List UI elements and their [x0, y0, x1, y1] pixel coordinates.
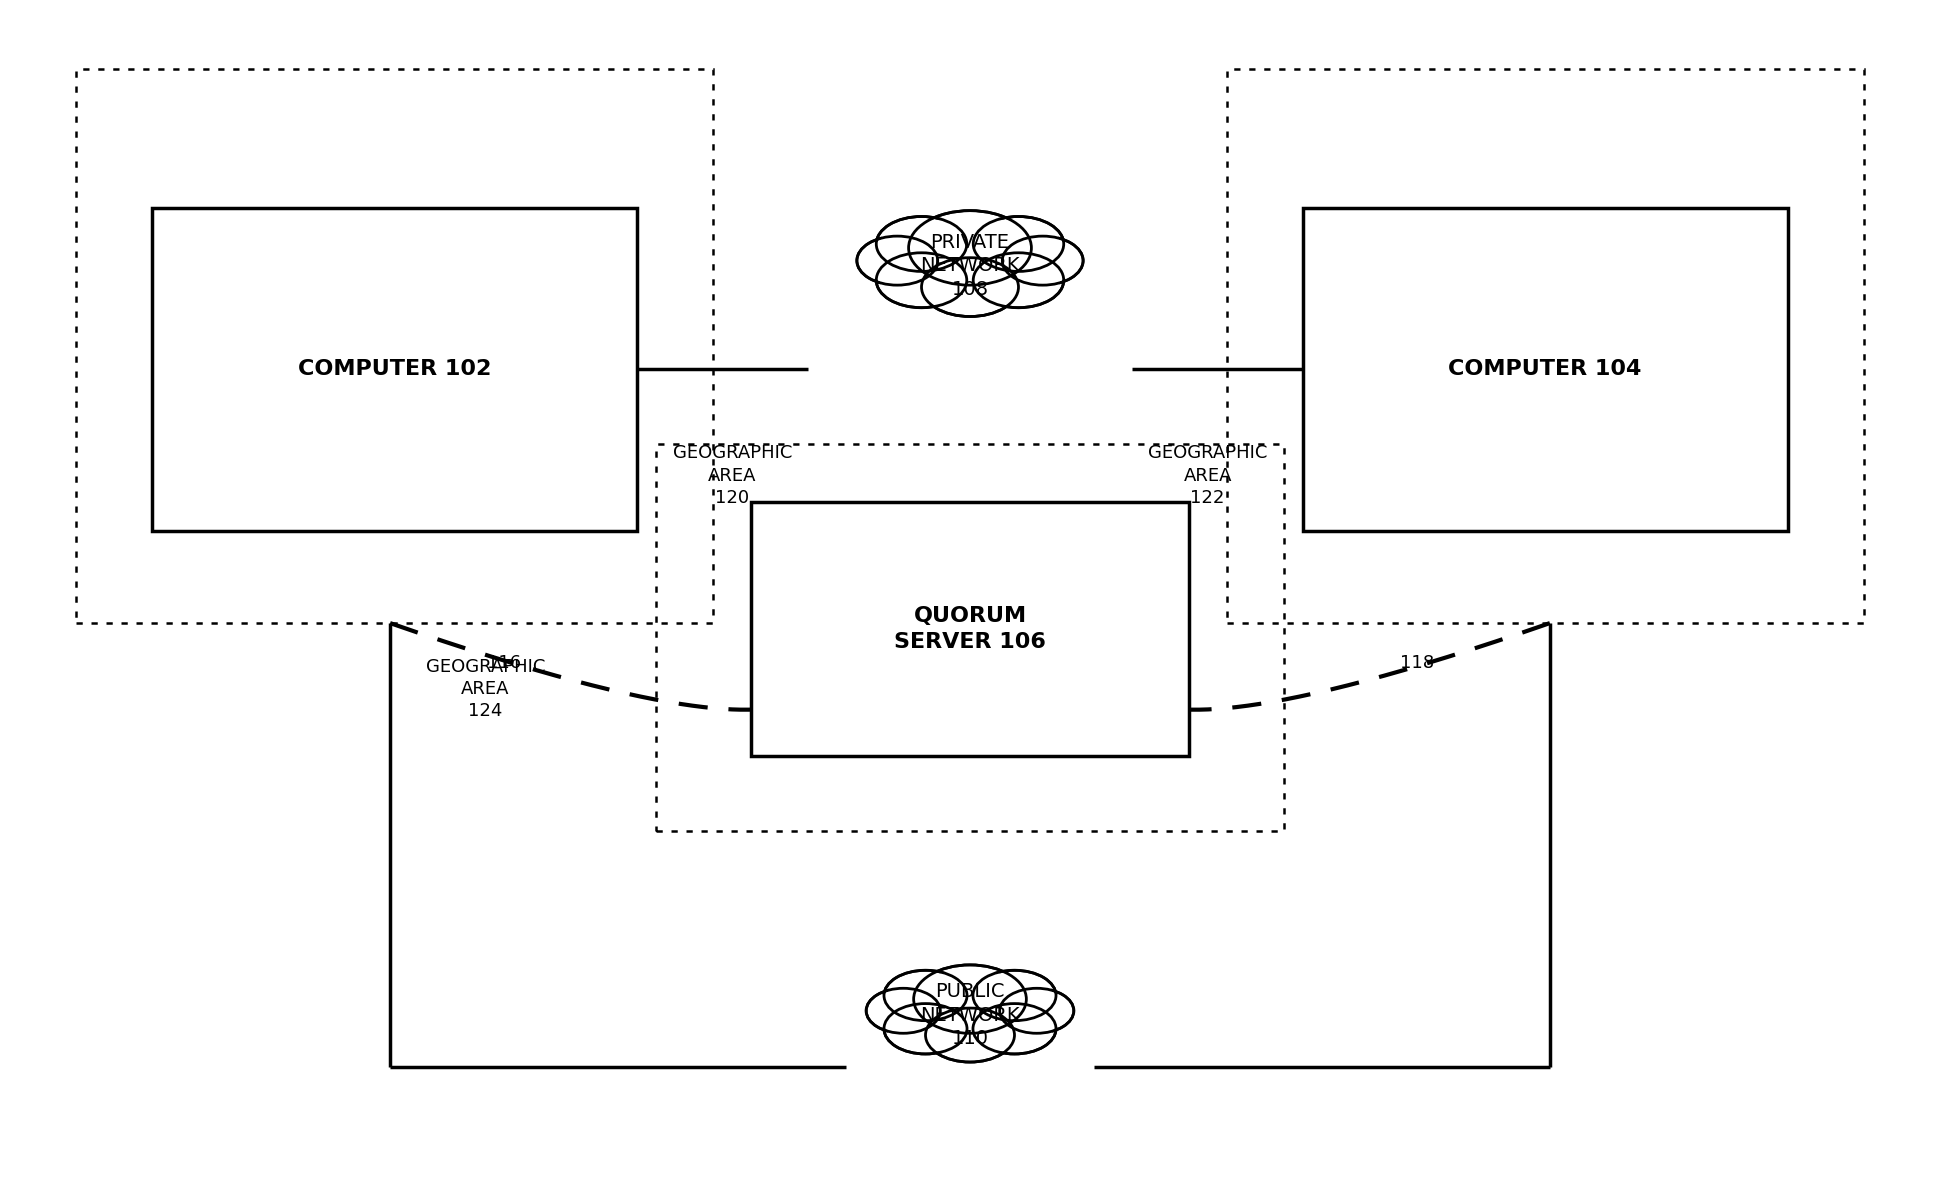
Circle shape: [975, 1005, 1053, 1052]
Text: GEOGRAPHIC
AREA
124: GEOGRAPHIC AREA 124: [425, 658, 545, 720]
Text: PUBLIC
NETWORK
110: PUBLIC NETWORK 110: [919, 983, 1020, 1049]
Bar: [1303, 208, 1786, 531]
Circle shape: [1002, 237, 1082, 285]
Circle shape: [880, 219, 962, 270]
Circle shape: [857, 237, 937, 285]
Circle shape: [1002, 990, 1070, 1031]
Circle shape: [884, 1004, 966, 1053]
Circle shape: [913, 965, 1026, 1033]
Circle shape: [876, 253, 966, 307]
Circle shape: [975, 972, 1053, 1018]
Circle shape: [917, 967, 1022, 1031]
Circle shape: [865, 989, 940, 1033]
Circle shape: [913, 213, 1026, 282]
Circle shape: [921, 258, 1018, 317]
Text: 116: 116: [487, 654, 522, 672]
Circle shape: [886, 972, 964, 1018]
Circle shape: [977, 255, 1059, 306]
Circle shape: [880, 255, 962, 306]
Circle shape: [876, 217, 966, 272]
Bar: [153, 208, 636, 531]
Text: GEOGRAPHIC
AREA
120: GEOGRAPHIC AREA 120: [673, 444, 791, 507]
Bar: [655, 444, 1284, 831]
Text: PRIVATE
NETWORK
108: PRIVATE NETWORK 108: [919, 233, 1020, 299]
Text: 118: 118: [1400, 654, 1433, 672]
Circle shape: [884, 970, 966, 1020]
Circle shape: [973, 1004, 1055, 1053]
Circle shape: [1004, 238, 1080, 284]
Circle shape: [977, 219, 1059, 270]
Text: COMPUTER 102: COMPUTER 102: [299, 359, 491, 379]
Circle shape: [929, 1010, 1010, 1060]
Circle shape: [859, 238, 935, 284]
Text: GEOGRAPHIC
AREA
122: GEOGRAPHIC AREA 122: [1148, 444, 1266, 507]
Bar: [1225, 69, 1863, 623]
Circle shape: [925, 260, 1014, 314]
Circle shape: [973, 970, 1055, 1020]
Circle shape: [869, 990, 937, 1031]
Circle shape: [907, 211, 1032, 285]
Text: QUORUM
SERVER 106: QUORUM SERVER 106: [894, 606, 1045, 652]
Bar: [750, 501, 1189, 756]
Circle shape: [925, 1008, 1014, 1062]
Circle shape: [999, 989, 1074, 1033]
Circle shape: [973, 217, 1063, 272]
Circle shape: [973, 253, 1063, 307]
Text: COMPUTER 104: COMPUTER 104: [1448, 359, 1640, 379]
Bar: [76, 69, 714, 623]
Circle shape: [886, 1005, 964, 1052]
